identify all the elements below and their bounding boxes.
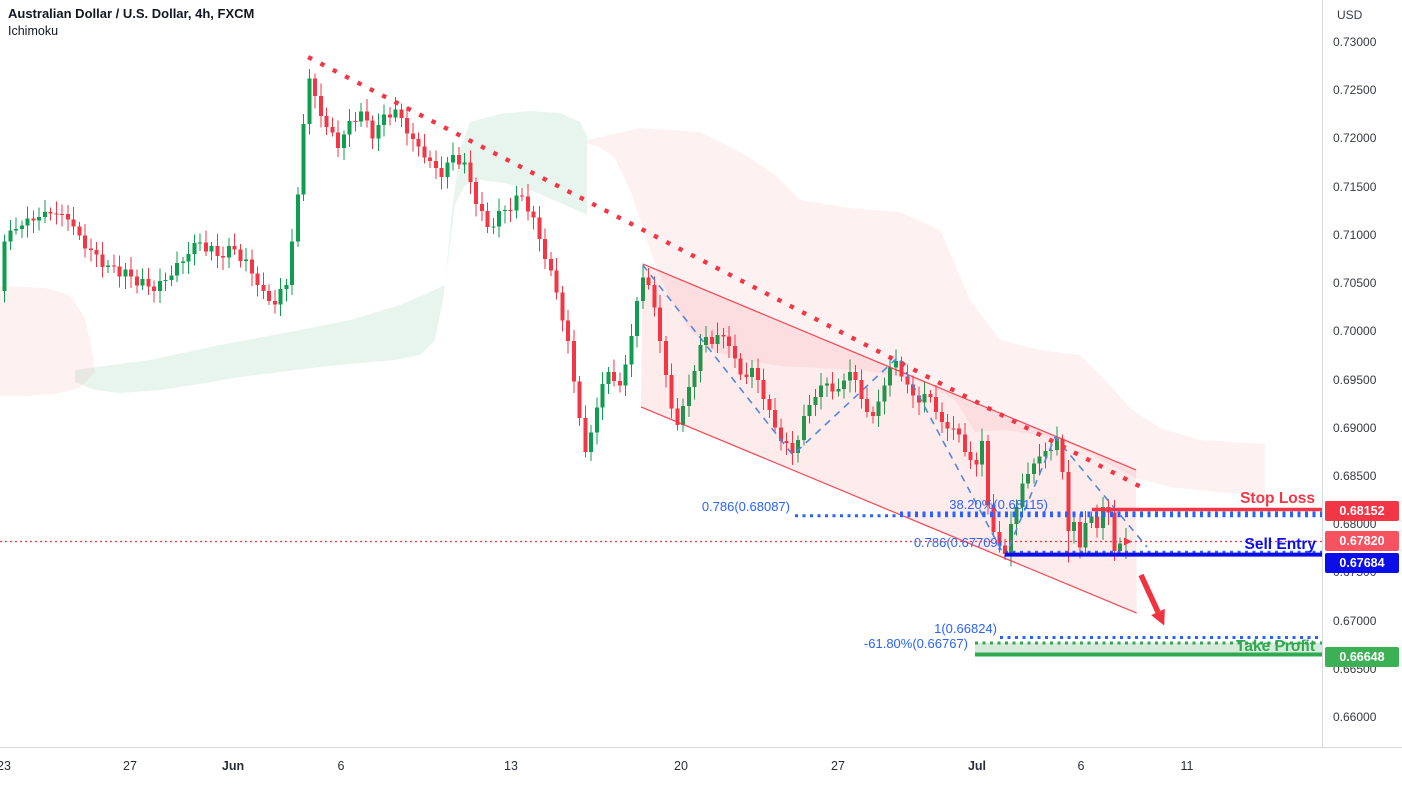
ichimoku-cloud xyxy=(0,111,1265,496)
stop-loss-line[interactable]: Stop Loss xyxy=(1092,490,1324,512)
price-tick-label: 0.70500 xyxy=(1333,276,1377,291)
price-tick-label: 0.69500 xyxy=(1333,372,1377,387)
time-tick-label: 6 xyxy=(1077,759,1085,773)
price-tick-label: 0.71500 xyxy=(1333,179,1377,194)
price-tick-label: 0.72500 xyxy=(1333,83,1377,98)
time-tick-label: 13 xyxy=(504,759,518,773)
sell-direction-arrow[interactable] xyxy=(1138,573,1165,626)
fib-level[interactable]: 1(0.66824) xyxy=(934,621,1322,640)
time-tick-label: 27 xyxy=(831,759,845,773)
take-profit-line[interactable]: Take Profit xyxy=(975,638,1324,657)
time-tick-label: Jun xyxy=(221,759,245,773)
price-badge[interactable]: 0.67684 xyxy=(1325,553,1399,573)
sell-entry-line[interactable]: Sell Entry xyxy=(1005,536,1324,557)
price-tick-label: 0.70000 xyxy=(1333,324,1377,339)
indicator-label[interactable]: Ichimoku xyxy=(8,24,59,39)
fib-zigzag-line[interactable] xyxy=(642,264,1148,559)
time-tick-label: 20 xyxy=(674,759,688,773)
price-badge[interactable]: 0.68152 xyxy=(1325,501,1399,521)
fib-level-label: 1(0.66824) xyxy=(934,621,997,636)
stop-loss-label: Stop Loss xyxy=(1240,490,1315,507)
current-price-marker xyxy=(1124,537,1132,546)
fib-level-label: 0.786(0.67709) xyxy=(914,535,1002,550)
price-tick-label: 0.72000 xyxy=(1333,131,1377,146)
take-profit-band xyxy=(975,643,1322,655)
symbol-title[interactable]: Australian Dollar / U.S. Dollar, 4h, FXC… xyxy=(8,6,255,21)
price-badge[interactable]: 0.67820 xyxy=(1325,531,1399,551)
price-tick-label: 0.69000 xyxy=(1333,420,1377,435)
axis-currency-label: USD xyxy=(1337,8,1363,22)
time-tick-label: 11 xyxy=(1180,759,1194,773)
chart-legend: Australian Dollar / U.S. Dollar, 4h, FXC… xyxy=(8,6,254,40)
candlestick-series[interactable] xyxy=(2,69,1128,567)
price-tick-label: 0.73000 xyxy=(1333,35,1377,49)
fib-level-label: 0.786(0.68087) xyxy=(702,499,790,514)
descending-channel[interactable] xyxy=(640,263,1137,614)
price-axis[interactable]: USD 0.73000 0.72500 0.72000 0.71500 0.71000 0… xyxy=(1322,0,1402,747)
take-profit-label: Take Profit xyxy=(1236,638,1315,655)
fib-level-label: 38.20%(0.68115) xyxy=(949,497,1048,512)
price-tick-label: 0.67000 xyxy=(1333,613,1377,628)
fib-level[interactable]: 0.786(0.67709) xyxy=(914,535,1322,554)
time-axis[interactable]: 23 27 Jun 6 13 20 27 Jul 6 11 xyxy=(0,747,1402,787)
sell-entry-label: Sell Entry xyxy=(1245,536,1317,553)
price-tick-label: 0.71000 xyxy=(1333,227,1377,242)
time-tick-label: 6 xyxy=(337,759,345,773)
fib-level[interactable]: -61.80%(0.66767) xyxy=(864,636,1322,651)
time-tick-label: 23 xyxy=(0,759,11,773)
time-tick-label: Jul xyxy=(967,759,987,773)
fib-level[interactable]: 38.20%(0.68115) xyxy=(900,497,1322,515)
fib-level-label: -61.80%(0.66767) xyxy=(864,636,968,651)
price-badge[interactable]: 0.66648 xyxy=(1325,647,1399,667)
price-tick-label: 0.66000 xyxy=(1333,710,1377,724)
time-tick-label: 27 xyxy=(123,759,137,773)
price-tick-label: 0.68500 xyxy=(1333,468,1377,483)
fib-level[interactable]: 0.786(0.68087) xyxy=(702,499,1322,518)
